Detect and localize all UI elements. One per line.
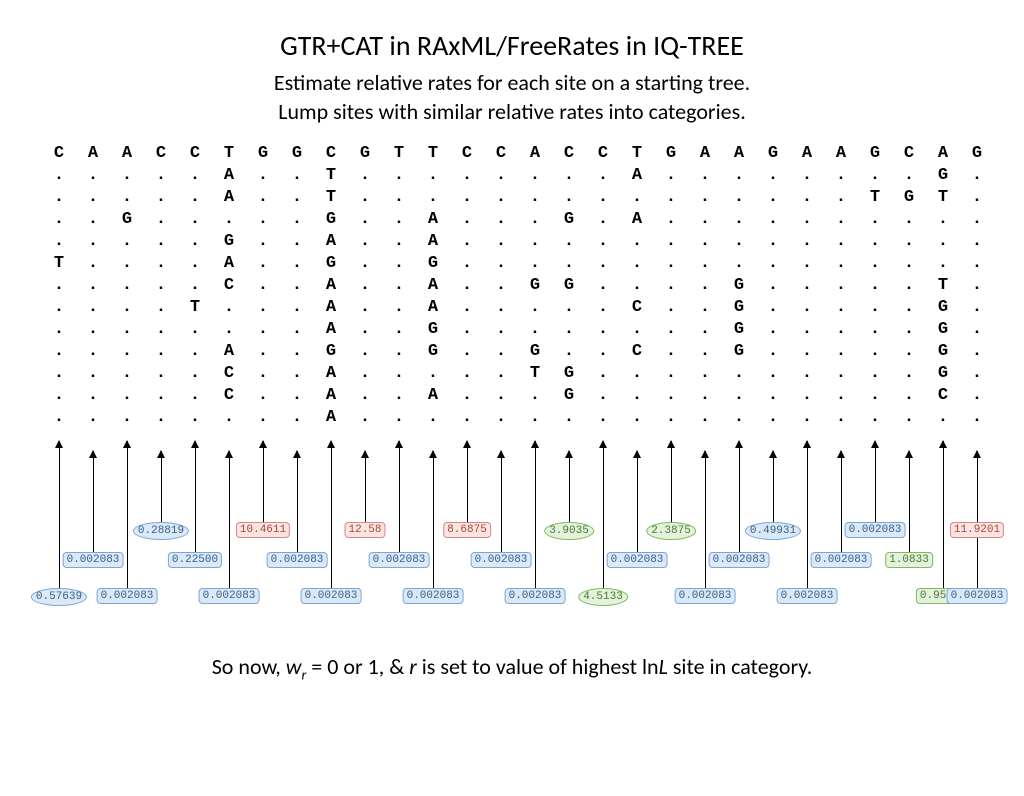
rate-arrow bbox=[127, 441, 128, 597]
rate-value: 0.28819 bbox=[133, 522, 189, 540]
rate-value: 0.002083 bbox=[777, 588, 838, 604]
rate-value: 0.002083 bbox=[709, 552, 770, 568]
subtitle-1: Estimate relative rates for each site on… bbox=[0, 69, 1024, 96]
rate-arrow bbox=[535, 441, 536, 597]
rate-arrow bbox=[637, 451, 638, 561]
rate-arrow bbox=[807, 441, 808, 597]
rate-arrow bbox=[501, 451, 502, 561]
rate-value: 0.002083 bbox=[811, 552, 872, 568]
alignment-row: ........A................... bbox=[42, 407, 982, 429]
alignment-row: .....G..A..A................ bbox=[42, 231, 982, 253]
rate-value: 0.002083 bbox=[607, 552, 668, 568]
rate-value: 0.002083 bbox=[505, 588, 566, 604]
rate-value: 0.002083 bbox=[471, 552, 532, 568]
rate-value: 0.002083 bbox=[403, 588, 464, 604]
rate-arrow bbox=[195, 441, 196, 561]
alignment-row: ..G.....G..A...G.A.......... bbox=[42, 209, 982, 231]
alignment-row: ....T...A..A.....C..G.....G. bbox=[42, 297, 982, 319]
page-title: GTR+CAT in RAxML/FreeRates in IQ-TREE bbox=[0, 28, 1024, 63]
rate-value: 4.5133 bbox=[578, 588, 628, 606]
alignment-row: .....C..A.....TG..........G. bbox=[42, 363, 982, 385]
rate-value: 0.002083 bbox=[199, 588, 260, 604]
alignment-row: .....A..T........A........G. bbox=[42, 165, 982, 187]
rate-value: 8.6875 bbox=[443, 522, 491, 538]
rate-value: 0.002083 bbox=[267, 552, 328, 568]
rate-arrow bbox=[161, 451, 162, 531]
rate-arrow bbox=[93, 451, 94, 561]
alignment-row: .....A..G..G..G..C..G.....G. bbox=[42, 341, 982, 363]
alignment-row: .....A..T...............TGT. bbox=[42, 187, 982, 209]
rate-value: 0.002083 bbox=[97, 588, 158, 604]
footer-text: So now, wr = 0 or 1, & r is set to value… bbox=[0, 653, 1024, 683]
rate-arrow bbox=[705, 451, 706, 597]
rate-value: 12.58 bbox=[344, 522, 385, 538]
subtitle-2: Lump sites with similar relative rates i… bbox=[0, 98, 1024, 125]
rate-arrow bbox=[263, 441, 264, 531]
rate-value: 0.22500 bbox=[168, 552, 222, 568]
rate-value: 0.002083 bbox=[947, 588, 1008, 604]
rate-value: 0.002083 bbox=[63, 552, 124, 568]
rate-arrow bbox=[875, 441, 876, 531]
rate-value: 1.0833 bbox=[885, 552, 933, 568]
rate-arrow bbox=[365, 451, 366, 531]
sequence-alignment: CAACCTGGCGTTCCACCTGAAGAAGCAG.....A..T...… bbox=[42, 143, 982, 429]
rate-arrow bbox=[841, 451, 842, 561]
rate-arrow bbox=[671, 441, 672, 531]
rate-arrow bbox=[569, 451, 570, 531]
rate-arrow bbox=[229, 451, 230, 597]
rate-arrow bbox=[433, 451, 434, 597]
rate-arrow bbox=[59, 441, 60, 597]
rate-value: 2.3875 bbox=[646, 522, 696, 540]
alignment-row: ........A..G........G.....G. bbox=[42, 319, 982, 341]
rate-value: 0.002083 bbox=[301, 588, 362, 604]
rate-arrows-area: 0.576390.0020830.0020830.288190.225000.0… bbox=[42, 429, 982, 639]
alignment-row: T....A..G..G................ bbox=[42, 253, 982, 275]
rate-arrow bbox=[297, 451, 298, 561]
alignment-row: .....C..A..A..GG....G.....T. bbox=[42, 275, 982, 297]
rate-value: 0.002083 bbox=[675, 588, 736, 604]
rate-arrow bbox=[331, 441, 332, 597]
rate-arrow bbox=[467, 441, 468, 531]
rate-value: 0.57639 bbox=[31, 588, 87, 606]
rate-value: 11.9201 bbox=[950, 522, 1004, 538]
rate-arrow bbox=[603, 441, 604, 597]
alignment-row: .....C..A..A...G..........C. bbox=[42, 385, 982, 407]
rate-value: 0.002083 bbox=[845, 522, 906, 538]
rate-value: 0.002083 bbox=[369, 552, 430, 568]
rate-value: 3.9035 bbox=[544, 522, 594, 540]
rate-arrow bbox=[909, 451, 910, 561]
rate-arrow bbox=[773, 451, 774, 531]
rate-arrow bbox=[739, 441, 740, 561]
rate-value: 10.4611 bbox=[236, 522, 290, 538]
rate-arrow bbox=[943, 441, 944, 597]
alignment-row: CAACCTGGCGTTCCACCTGAAGAAGCAG bbox=[42, 143, 982, 165]
rate-value: 0.49931 bbox=[745, 522, 801, 540]
rate-arrow bbox=[399, 441, 400, 561]
